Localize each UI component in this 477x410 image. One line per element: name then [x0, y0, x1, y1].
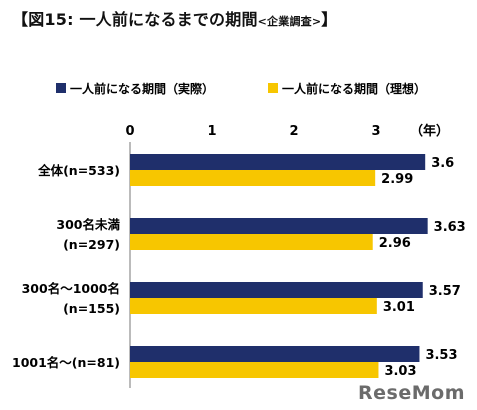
bar-ideal-1: [130, 170, 376, 186]
x-tick-label-1: 1: [207, 124, 216, 139]
title-bracket-open: 【: [12, 10, 29, 29]
category-label-3-line-2: (n=155): [63, 301, 120, 316]
bars-group: 3.6 2.99 3.63 2.96 3.57 3.01 3.53 3.03: [130, 154, 466, 379]
bar-ideal-2: [130, 234, 373, 250]
bar-ideal-3: [130, 298, 377, 314]
category-label-3-line-1: 300名～1000名: [22, 281, 120, 296]
title-bracket-close: 】: [321, 10, 338, 29]
category-label-1-line-1: 全体(n=533): [37, 163, 120, 178]
value-label-actual-3: 3.57: [429, 284, 461, 299]
value-label-ideal-4: 3.03: [384, 364, 416, 379]
bar-actual-2: [130, 218, 428, 234]
value-label-actual-2: 3.63: [434, 220, 466, 235]
x-tick-label-3: 3: [371, 124, 380, 139]
title-sub: <企業調査>: [257, 15, 322, 28]
category-label-2-line-1: 300名未満: [56, 217, 120, 232]
value-label-actual-4: 3.53: [425, 348, 457, 363]
x-tick-label-2: 2: [289, 124, 298, 139]
legend-label-actual: 一人前になる期間（実際）: [70, 81, 214, 96]
legend-swatch-actual: [56, 83, 66, 93]
category-label-2-line-2: (n=297): [63, 237, 120, 252]
legend-swatch-ideal: [268, 83, 278, 93]
title-main: 図15: 一人前になるまでの期間: [28, 10, 258, 29]
resemom-watermark: ReseMom: [358, 382, 465, 404]
value-label-ideal-2: 2.96: [379, 236, 411, 251]
chart-title: 【図15: 一人前になるまでの期間<企業調査>】: [12, 6, 337, 30]
bar-actual-1: [130, 154, 426, 170]
bar-actual-4: [130, 346, 420, 362]
bar-ideal-4: [130, 362, 379, 378]
watermark-text: ReseMom: [358, 382, 465, 404]
x-tick-label-0: 0: [125, 124, 134, 139]
chart-legend: 一人前になる期間（実際） 一人前になる期間（理想）: [56, 81, 426, 96]
category-label-4-line-1: 1001名～(n=81): [12, 355, 120, 370]
legend-label-ideal: 一人前になる期間（理想）: [282, 81, 426, 96]
bar-actual-3: [130, 282, 423, 298]
value-label-ideal-3: 3.01: [383, 300, 415, 315]
value-label-ideal-1: 2.99: [381, 172, 413, 187]
x-axis-ticks: 0 1 2 3: [125, 124, 380, 139]
value-label-actual-1: 3.6: [431, 156, 454, 171]
category-labels: 全体(n=533) 300名未満 (n=297) 300名～1000名 (n=155) 1…: [12, 163, 120, 370]
x-axis-unit-label: （年）: [410, 123, 449, 139]
